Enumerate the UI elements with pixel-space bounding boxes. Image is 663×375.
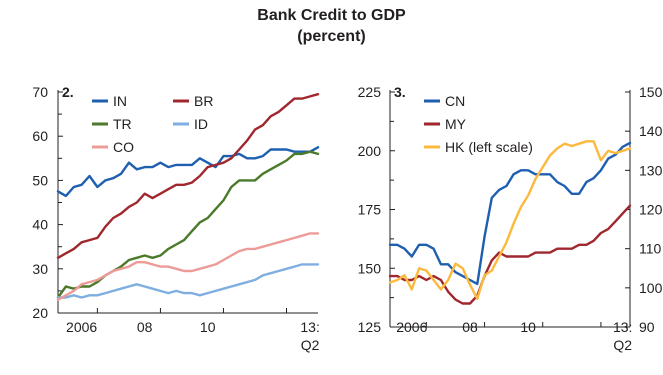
- y-tick-label: 60: [32, 128, 48, 144]
- x-tick-label: Q2: [301, 337, 320, 353]
- x-tick-label: 10: [520, 319, 536, 335]
- series-line-co: [56, 232, 320, 301]
- right-y-tick-label: 150: [639, 84, 663, 100]
- y-tick-label: 50: [32, 172, 48, 188]
- y-tick-label: 70: [32, 84, 48, 100]
- series-line-in: [56, 146, 320, 198]
- left-y-tick-label: 225: [358, 84, 382, 100]
- left-y-tick-label: 200: [358, 143, 382, 159]
- panel-3: 125 150 175 200 225 90 100 110 120 130 140 150 2006 0…: [358, 84, 663, 353]
- chart-title: Bank Credit to GDP: [257, 7, 406, 24]
- legend-label: CO: [113, 139, 134, 155]
- y-tick-label: 20: [32, 305, 48, 321]
- right-y-tick-label: 90: [639, 319, 655, 335]
- left-y-tick-label: 175: [358, 202, 382, 218]
- x-tick-label: 2006: [66, 319, 97, 335]
- legend-label: ID: [194, 116, 208, 132]
- x-tick-label: 13:: [613, 319, 632, 335]
- x-tick-label: 2006: [396, 319, 427, 335]
- left-y-tick-label: 125: [358, 319, 382, 335]
- y-tick-label: 30: [32, 261, 48, 277]
- x-tick-label: Q2: [613, 337, 632, 353]
- legend-label: MY: [445, 116, 467, 132]
- series-line-my: [388, 204, 632, 305]
- x-tick-label: 13:: [300, 319, 319, 335]
- right-y-tick-label: 120: [639, 202, 663, 218]
- panel-label: 3.: [394, 84, 406, 100]
- x-tick-label: 10: [200, 319, 216, 335]
- panel-label: 2.: [62, 84, 74, 100]
- series-line-hk: [388, 140, 632, 300]
- series-line-tr: [56, 150, 320, 299]
- legend-label: BR: [194, 93, 213, 109]
- legend-label: TR: [113, 116, 132, 132]
- legend-label: IN: [113, 93, 127, 109]
- y-tick-label: 40: [32, 217, 48, 233]
- legend-label: CN: [445, 93, 465, 109]
- x-tick-label: 08: [137, 319, 153, 335]
- series-line-br: [56, 92, 320, 259]
- chart-subtitle: (percent): [297, 28, 366, 45]
- series-line-id: [56, 263, 320, 299]
- right-y-tick-label: 110: [639, 241, 662, 257]
- right-y-tick-label: 100: [639, 280, 663, 296]
- right-y-tick-label: 140: [639, 123, 663, 139]
- legend-label: HK (left scale): [445, 139, 533, 155]
- right-y-tick-label: 130: [639, 162, 663, 178]
- left-y-tick-label: 150: [358, 260, 382, 276]
- panel-2: 20 30 40 50 60 70 2006 08 10 13: Q2 2. IN BR TR ID CO: [32, 84, 319, 353]
- x-tick-label: 08: [462, 319, 478, 335]
- series-line-cn: [388, 141, 632, 286]
